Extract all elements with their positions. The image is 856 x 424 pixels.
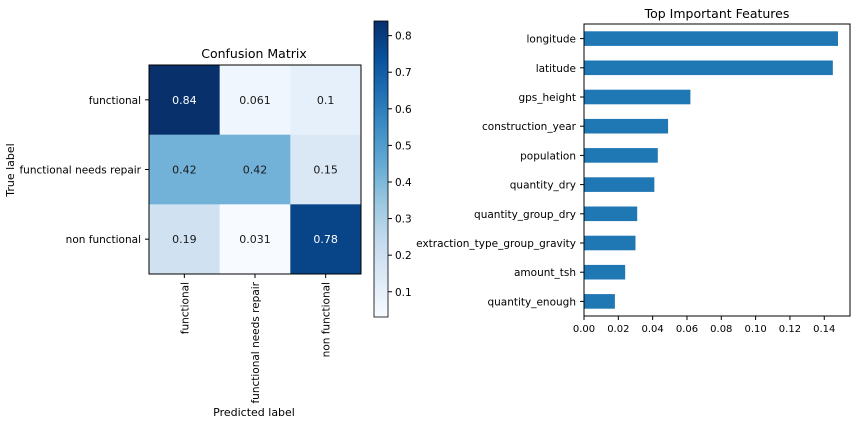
fi-x-tick-label: 0.12 bbox=[779, 324, 801, 335]
fi-bar bbox=[584, 148, 658, 163]
cm-cell bbox=[219, 134, 291, 205]
fi-y-tick-label: construction_year bbox=[482, 121, 577, 133]
fi-bar bbox=[584, 206, 638, 222]
cm-cell bbox=[290, 65, 362, 135]
cm-cell bbox=[219, 65, 291, 135]
colorbar-tick-label: 0.5 bbox=[395, 140, 412, 152]
fi-x-tick-label: 0.08 bbox=[710, 324, 732, 335]
fi-y-tick-label: quantity_enough bbox=[487, 296, 576, 308]
colorbar-tick-label: 0.3 bbox=[395, 214, 412, 226]
fi-x-tick-label: 0.06 bbox=[676, 324, 698, 335]
colorbar-tick-label: 0.6 bbox=[395, 104, 412, 116]
cm-x-tick-label: functional bbox=[179, 282, 191, 334]
colorbar-tick-label: 0.1 bbox=[395, 287, 412, 299]
fi-y-tick-label: population bbox=[520, 150, 576, 162]
cm-cell-label: 0.42 bbox=[172, 164, 197, 177]
cm-y-tick-label: functional bbox=[89, 95, 141, 107]
cm-y-ticks: functional functional needs repair non fun… bbox=[19, 95, 149, 246]
fi-x-tick-label: 0.10 bbox=[744, 324, 766, 335]
fi-x-tick-label: 0.04 bbox=[642, 324, 664, 335]
cm-title: Confusion Matrix bbox=[201, 46, 307, 61]
fi-bar bbox=[584, 31, 838, 46]
cm-cell-label: 0.78 bbox=[313, 233, 338, 246]
fi-y-ticks: longitude latitude gps_height construction_… bbox=[416, 34, 584, 308]
feature-importance-chart: Top Important Features longitude latitude… bbox=[416, 6, 851, 335]
colorbar-gradient bbox=[373, 20, 389, 318]
colorbar-ticks: 0.1 0.2 0.3 0.4 0.5 0.6 0.7 0.8 bbox=[388, 31, 412, 299]
fi-bar bbox=[584, 118, 669, 134]
cm-cell-label: 0.42 bbox=[243, 164, 268, 177]
cm-cell bbox=[149, 134, 220, 205]
cm-x-ticks: functional functional needs repair non fun… bbox=[179, 274, 333, 404]
cm-cell bbox=[149, 65, 220, 135]
colorbar: 0.1 0.2 0.3 0.4 0.5 0.6 0.7 0.8 bbox=[373, 20, 412, 318]
cm-cell-label: 0.15 bbox=[313, 164, 338, 177]
fi-bar bbox=[584, 294, 615, 309]
fi-y-tick-label: amount_tsh bbox=[514, 267, 576, 279]
fi-y-tick-label: gps_height bbox=[518, 92, 576, 104]
confusion-matrix: Confusion Matrix 0.84 0.061 0.1 0.42 0.42 0.1… bbox=[4, 46, 362, 419]
fi-x-tick-label: 0.14 bbox=[813, 324, 835, 335]
fi-x-ticks: 0.00 0.02 0.04 0.06 0.08 0.10 0.12 0.14 bbox=[573, 316, 835, 335]
cm-cell-label: 0.1 bbox=[317, 94, 335, 107]
cm-cell bbox=[290, 134, 362, 205]
cm-cell bbox=[149, 204, 220, 275]
colorbar-tick-label: 0.2 bbox=[395, 250, 412, 262]
fi-y-tick-label: quantity_group_dry bbox=[474, 209, 576, 221]
fi-x-tick-label: 0.02 bbox=[607, 324, 629, 335]
cm-cell bbox=[290, 204, 362, 275]
fi-x-tick-label: 0.00 bbox=[573, 324, 595, 335]
fi-y-tick-label: longitude bbox=[527, 34, 576, 46]
cm-x-tick-label: functional needs repair bbox=[250, 281, 262, 403]
fi-bar bbox=[584, 264, 626, 280]
colorbar-tick-label: 0.7 bbox=[395, 67, 412, 79]
fi-bars bbox=[584, 31, 838, 309]
cm-x-axis-label: Predicted label bbox=[213, 406, 295, 419]
cm-cell-label: 0.84 bbox=[172, 94, 197, 107]
fi-y-tick-label: quantity_dry bbox=[510, 180, 576, 192]
cm-y-axis-label: True label bbox=[4, 143, 17, 197]
cm-cells: 0.84 0.061 0.1 0.42 0.42 0.15 0.19 0.031 0.78 bbox=[149, 65, 362, 275]
fi-y-tick-label: extraction_type_group_gravity bbox=[416, 238, 576, 250]
colorbar-tick-label: 0.4 bbox=[395, 177, 412, 189]
fi-title: Top Important Features bbox=[644, 6, 790, 21]
cm-cell-label: 0.031 bbox=[239, 233, 271, 246]
fi-bar bbox=[584, 235, 636, 251]
colorbar-tick-label: 0.8 bbox=[395, 31, 412, 43]
cm-cell-label: 0.19 bbox=[172, 233, 197, 246]
cm-y-tick-label: functional needs repair bbox=[19, 165, 141, 177]
cm-cell bbox=[219, 204, 291, 275]
cm-cell-label: 0.061 bbox=[239, 94, 271, 107]
fi-bar bbox=[584, 60, 833, 76]
fi-y-tick-label: latitude bbox=[536, 63, 576, 75]
cm-x-tick-label: non functional bbox=[321, 282, 333, 357]
fi-bar bbox=[584, 89, 691, 105]
fi-frame bbox=[583, 23, 851, 317]
fi-bar bbox=[584, 177, 655, 192]
cm-y-tick-label: non functional bbox=[66, 234, 141, 246]
